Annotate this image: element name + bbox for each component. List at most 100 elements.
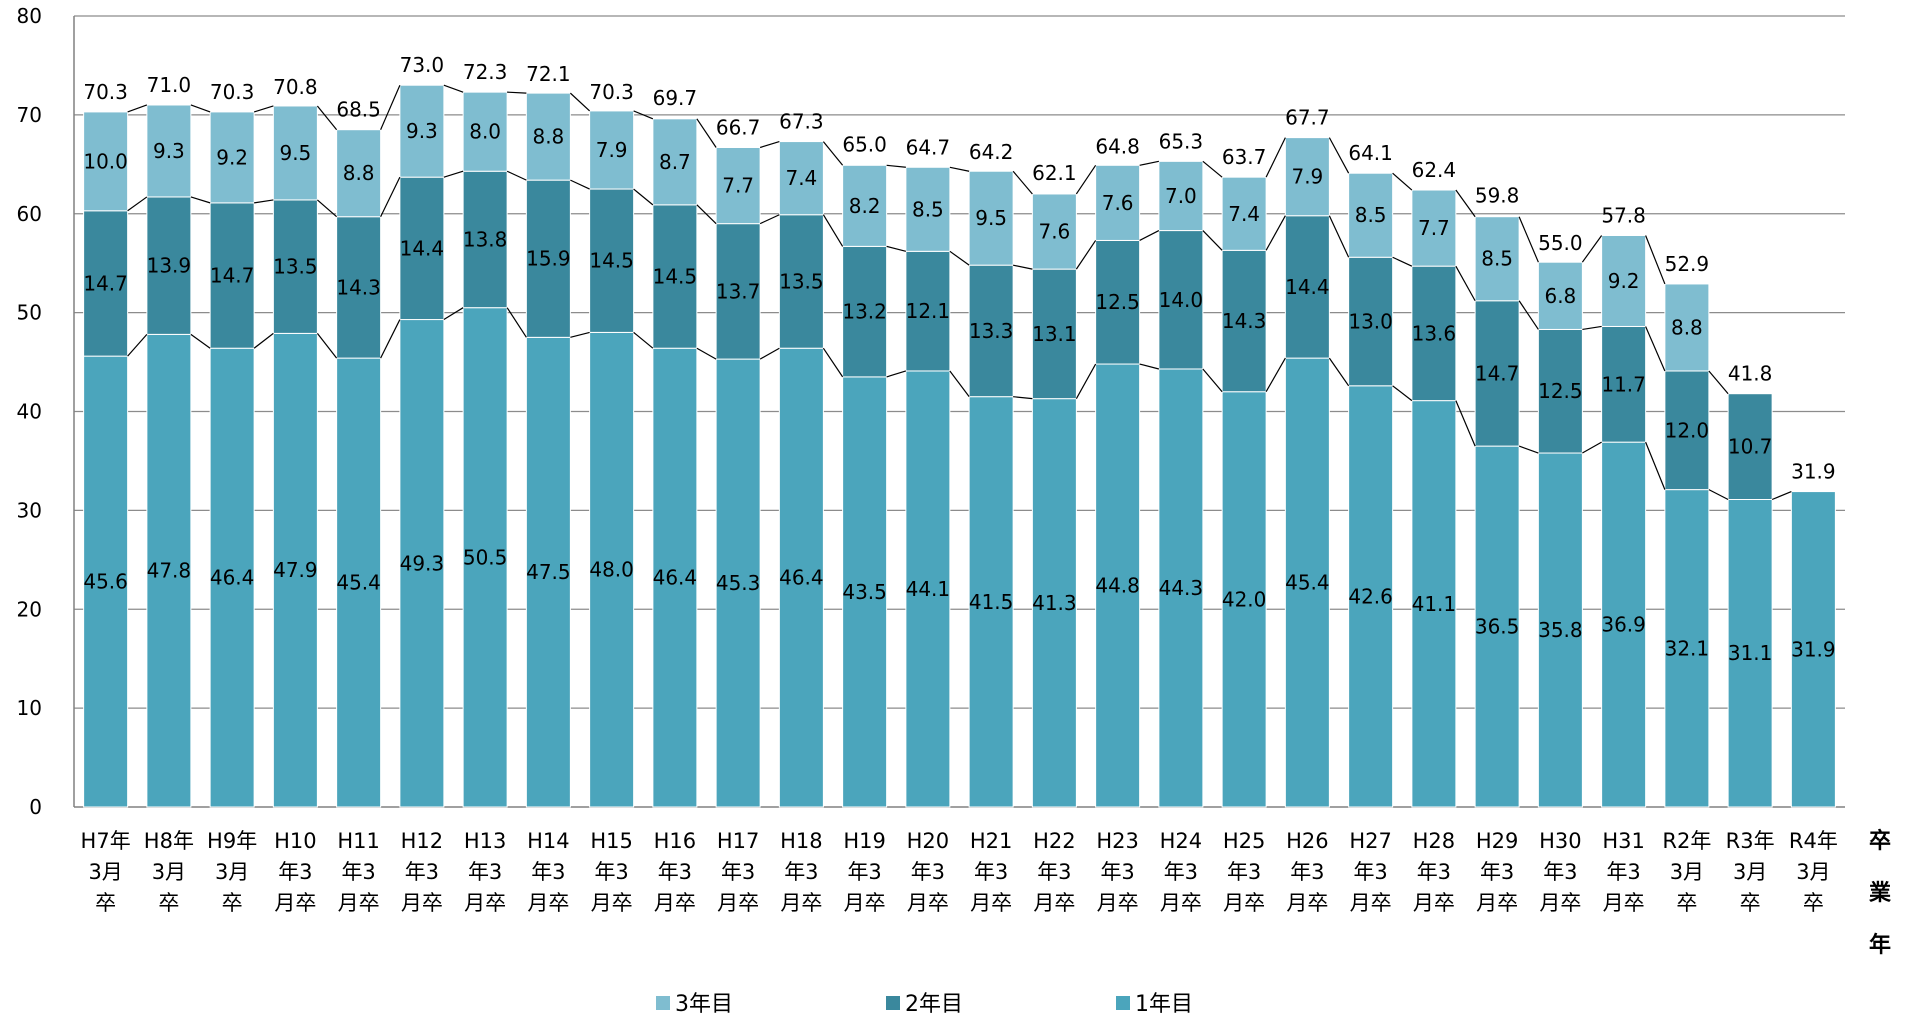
x-tick-label-line: 月卒 <box>1033 891 1075 915</box>
series-connector <box>1328 357 1350 387</box>
total-label: 68.5 <box>336 98 381 122</box>
series-connector <box>822 141 844 166</box>
bar-segment <box>462 91 508 172</box>
data-label: 13.6 <box>1412 321 1457 345</box>
series-connector <box>759 347 780 360</box>
data-label: 7.6 <box>1102 191 1134 215</box>
series-connector <box>506 307 527 338</box>
bar-segment <box>1790 491 1836 808</box>
data-label: 13.1 <box>1032 322 1077 346</box>
x-tick-label: R4年 3月卒 <box>1789 829 1838 915</box>
series-connector <box>1392 385 1413 402</box>
data-label: 46.4 <box>779 566 824 590</box>
data-label: 13.9 <box>147 254 192 278</box>
x-tick-label-line: 年3 <box>721 860 755 884</box>
total-label: 67.7 <box>1285 106 1330 130</box>
x-tick-label-line: 年3 <box>1606 860 1640 884</box>
series-connector <box>1645 235 1666 285</box>
series-connector <box>759 214 780 225</box>
bar-segment <box>1727 393 1773 500</box>
y-tick-label: 60 <box>17 202 42 226</box>
x-tick-label: H26 年3 月卒 <box>1286 829 1329 915</box>
total-label: 55.0 <box>1538 231 1583 255</box>
bar-segment <box>525 179 571 338</box>
legend-label: 2年目 <box>905 992 963 1017</box>
data-labels: 45.6 14.7 10.0 47.8 13.9 9.3 46.4 14.7 9.2 47.9 13… <box>83 119 1835 665</box>
data-label: 42.0 <box>1222 587 1267 611</box>
x-tick-label-line: 月卒 <box>907 891 949 915</box>
bar-segment <box>1474 445 1520 808</box>
legend-label: 1年目 <box>1135 992 1193 1017</box>
x-tick-label-line: 月卒 <box>338 891 380 915</box>
bar-segment <box>1537 261 1583 330</box>
x-tick-label-line: H23 <box>1096 829 1139 853</box>
bar-segment <box>1727 498 1773 808</box>
series-connector <box>1392 172 1413 191</box>
x-tick-label-line: 月卒 <box>1603 891 1645 915</box>
x-tick-label: R3年 3月卒 <box>1726 829 1775 915</box>
bar-segment <box>272 199 318 334</box>
data-label: 8.5 <box>1481 247 1513 271</box>
bar-segment <box>1664 489 1710 808</box>
legend-label: 3年目 <box>675 992 733 1017</box>
y-tick-label: 10 <box>17 696 42 720</box>
x-tick-label-line: 月卒 <box>1223 891 1265 915</box>
series-connector <box>254 199 274 204</box>
x-tick-label-line: 月卒 <box>401 891 443 915</box>
x-tick-label-line: 卒 <box>1803 891 1824 915</box>
x-tick-label-line: 月卒 <box>1413 891 1455 915</box>
bar-segment <box>905 250 951 372</box>
x-tick-label-line: 月卒 <box>591 891 633 915</box>
bar-segment <box>209 202 255 349</box>
x-tick-label-line: 月卒 <box>780 891 822 915</box>
series-connector <box>1582 441 1602 454</box>
data-label: 8.0 <box>469 120 501 144</box>
data-label: 36.5 <box>1475 615 1520 639</box>
series-connector <box>1265 357 1286 393</box>
series-connector <box>1013 264 1033 270</box>
series-connector <box>949 166 970 172</box>
y-tick-label: 40 <box>17 400 42 424</box>
x-tick-label-line: H24 <box>1160 829 1203 853</box>
bars <box>83 84 1836 808</box>
x-tick-label-line: 年3 <box>1480 860 1514 884</box>
x-tick-label: H23 年3 月卒 <box>1096 829 1139 915</box>
series-connector <box>696 118 717 148</box>
x-axis-title: 卒業年 <box>1869 828 1892 958</box>
x-tick-label: H8年 3月卒 <box>144 829 194 915</box>
total-labels: 70.3 71.0 70.3 70.8 68.5 73.0 72.3 72.1 70.3 69.7… <box>83 53 1835 483</box>
x-tick-label-line: 年3 <box>594 860 628 884</box>
series-connector <box>949 370 970 398</box>
data-label: 44.3 <box>1159 576 1204 600</box>
data-label: 7.9 <box>1291 165 1323 189</box>
series-connector <box>569 92 591 112</box>
bar-segment <box>83 111 129 212</box>
bar-segment <box>1537 452 1583 808</box>
x-tick-label-line: H21 <box>970 829 1013 853</box>
data-label: 7.9 <box>596 138 628 162</box>
x-tick-label-line: 卒 <box>1676 891 1697 915</box>
bar-segment <box>209 347 255 808</box>
x-tick-label-line: 卒 <box>95 891 116 915</box>
bar-segment <box>272 332 318 808</box>
data-label: 14.3 <box>1222 309 1267 333</box>
x-tick-label-line: R4年 <box>1789 829 1838 853</box>
x-tick-label-line: 3月 <box>1733 860 1767 884</box>
series-connector <box>1708 489 1729 501</box>
data-label: 31.9 <box>1791 637 1836 661</box>
bar-segment <box>715 223 761 360</box>
series-connector <box>1013 396 1033 400</box>
data-label: 10.7 <box>1728 435 1773 459</box>
data-label: 41.1 <box>1412 592 1457 616</box>
series-connector <box>570 179 590 190</box>
bar-segment <box>1284 137 1330 217</box>
x-tick-label-line: 年3 <box>911 860 945 884</box>
series-connector <box>190 196 211 204</box>
x-tick-label-line: H19 <box>843 829 886 853</box>
bar-segment <box>1474 216 1520 302</box>
legend: 3年目 2年目 1年目 <box>656 992 1193 1017</box>
series-connector <box>886 245 907 252</box>
x-tick-label-line: 年3 <box>1353 860 1387 884</box>
x-tick-label-line: H7年 <box>81 829 131 853</box>
x-tick-label-line: 3月 <box>88 860 122 884</box>
